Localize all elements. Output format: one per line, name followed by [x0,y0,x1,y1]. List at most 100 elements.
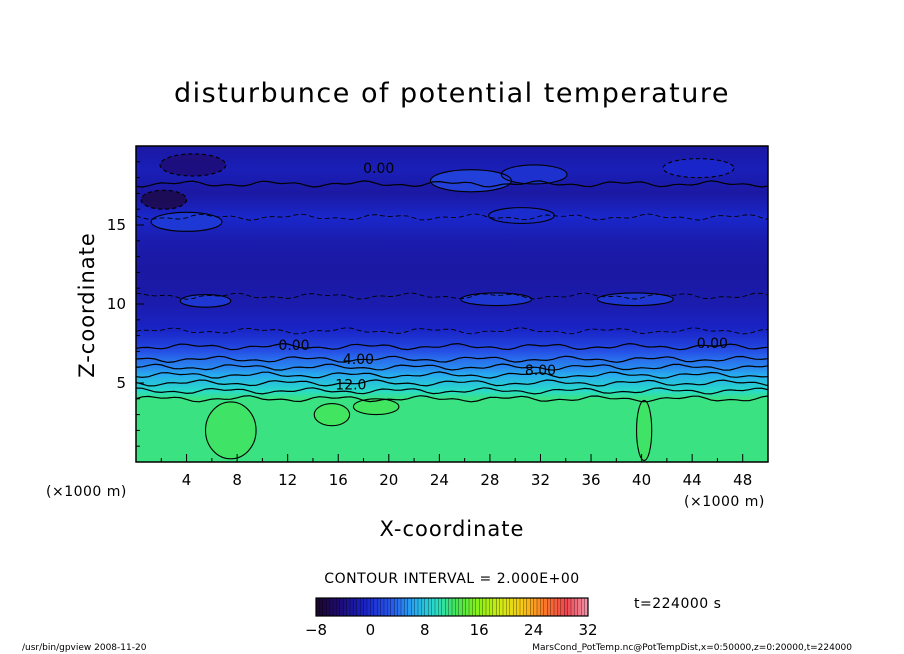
colorbar-cell [574,597,579,617]
contour-line [136,327,768,335]
field-blob [636,400,652,461]
colorbar-cell [475,597,480,617]
y-tick-label: 10 [107,295,126,313]
colorbar-cell [431,597,436,617]
colorbar-cell [489,597,494,617]
contour-line [635,399,653,461]
field-blob [141,190,187,210]
y-axis-ticks: 5 10 15 [107,161,144,447]
contour-line [136,395,768,403]
contour-line [136,355,768,364]
footer-left: /usr/bin/gpview 2008-11-20 [22,643,147,653]
colorbar-cell [560,597,565,617]
field-blob [151,212,222,232]
colorbar-cell [581,597,586,617]
colorbar-cell [319,597,324,617]
colorbar-cell [509,597,514,617]
contour-label: 8.00 [525,363,556,379]
contour-label: 0.00 [278,338,309,354]
colorbar-cell [404,597,409,617]
colorbar-cell [550,597,555,617]
colorbar-cell [536,597,541,617]
x-tick-label: 12 [278,471,297,489]
colorbar-cell [353,597,358,617]
colorbar-cell [366,597,371,617]
colorbar-cell [414,597,419,617]
contour-line [136,213,768,221]
x-axis-ticks: 4 8 12 16 20 24 28 32 36 40 44 48 [160,454,752,489]
x-axis-unit: (×1000 m) [684,494,765,510]
colorbar-cell [390,597,395,617]
contour-label: 0.00 [363,161,394,177]
colorbar-tick-label: 16 [470,621,489,639]
colorbar-cell [400,597,405,617]
colorbar-cell [322,597,327,617]
contour-line [179,293,232,308]
field-blob [353,398,399,415]
colorbar-cell [373,597,378,617]
colorbar-cell [370,597,375,617]
field-blob [488,207,555,224]
colorbar-cell [526,597,531,617]
x-tick-label: 16 [329,471,348,489]
field-blob [205,401,257,459]
contour-lines [136,153,768,461]
colorbar-cell [336,597,341,617]
contour-line [352,398,400,416]
contour-line [662,158,735,179]
colorbar-cell [339,597,344,617]
colorbar-cell [506,597,511,617]
colorbar-cell [394,597,399,617]
colorbar-cell [428,597,433,617]
colorbar-cell [479,597,484,617]
colorbar-tick-label: 0 [366,621,376,639]
field-blob [180,294,231,308]
colorbar-cell [343,597,348,617]
colorbar-cell [496,597,501,617]
colorbar-cell [513,597,518,617]
colorbar-cell [557,597,562,617]
colorbar-cell [397,597,402,617]
colorbar-cell [553,597,558,617]
colorbar-tick-label: 24 [524,621,543,639]
colorbar-cell [424,597,429,617]
colorbar-cell [326,597,331,617]
contour-line [136,180,768,188]
colorbar-cell [441,597,446,617]
contour-line [596,292,674,307]
colorbar-tick-label: 32 [578,621,597,639]
contour-labels: 0.00 0.00 4.00 12.0 8.00 0.00 [278,161,728,393]
colorbar-cell [356,597,361,617]
contour-line [136,363,768,371]
colorbar-cell [485,597,490,617]
colorbar-cell [438,597,443,617]
contour-line [488,207,555,224]
colorbar-cell [411,597,416,617]
colorbar-cell [502,597,507,617]
field-blob [314,403,350,426]
colorbar-cell [540,597,545,617]
colorbar-cell [346,597,351,617]
x-tick-label: 48 [733,471,752,489]
colorbar-tick-label: 8 [420,621,430,639]
contour-line [136,387,768,395]
colorbar-cell [458,597,463,617]
colorbar-cell [472,597,477,617]
colorbar-cell [462,597,467,617]
contour-line [500,164,568,185]
contour-line [204,401,257,460]
colorbar-cell [451,597,456,617]
colorbar-cell [387,597,392,617]
contour-line [136,379,768,387]
colorbar-cell [465,597,470,617]
contour-line [136,371,768,379]
colorbar-cell [499,597,504,617]
colorbar-cell [519,597,524,617]
colorbar-cell [383,597,388,617]
contour-label: 4.00 [343,352,374,368]
colorbar [315,597,589,617]
colorbar-cell [329,597,334,617]
contour-line [159,153,227,177]
colorbar-cell [377,597,382,617]
